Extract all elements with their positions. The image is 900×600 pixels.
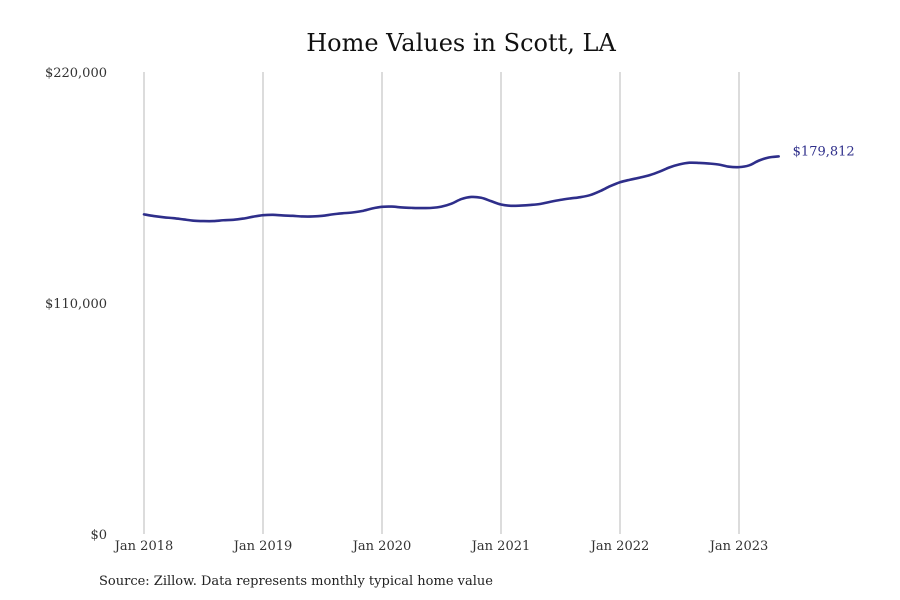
x-tick-label: Jan 2018 xyxy=(113,539,174,554)
x-tick-label: Jan 2022 xyxy=(589,539,650,554)
source-note: Source: Zillow. Data represents monthly … xyxy=(99,574,493,589)
series-layer: $179,812 xyxy=(142,144,855,223)
end-value-label: $179,812 xyxy=(793,144,855,159)
y-tick-label: $110,000 xyxy=(45,297,107,312)
x-tick-label: Jan 2023 xyxy=(708,539,769,554)
x-tick-label: Jan 2021 xyxy=(470,539,531,554)
x-tick-label: Jan 2020 xyxy=(351,539,412,554)
x-axis-tick-labels: Jan 2018 Jan 2019 Jan 2020 Jan 2021 Jan 2022… xyxy=(113,539,769,554)
gridlines xyxy=(143,72,740,534)
y-tick-label: $220,000 xyxy=(45,66,107,81)
home-value-series-line xyxy=(142,155,780,223)
y-tick-label: $0 xyxy=(90,528,107,543)
chart-title: Home Values in Scott, LA xyxy=(306,29,616,57)
x-tick-label: Jan 2019 xyxy=(232,539,293,554)
y-axis-tick-labels: $220,000 $110,000 $0 xyxy=(45,66,107,543)
